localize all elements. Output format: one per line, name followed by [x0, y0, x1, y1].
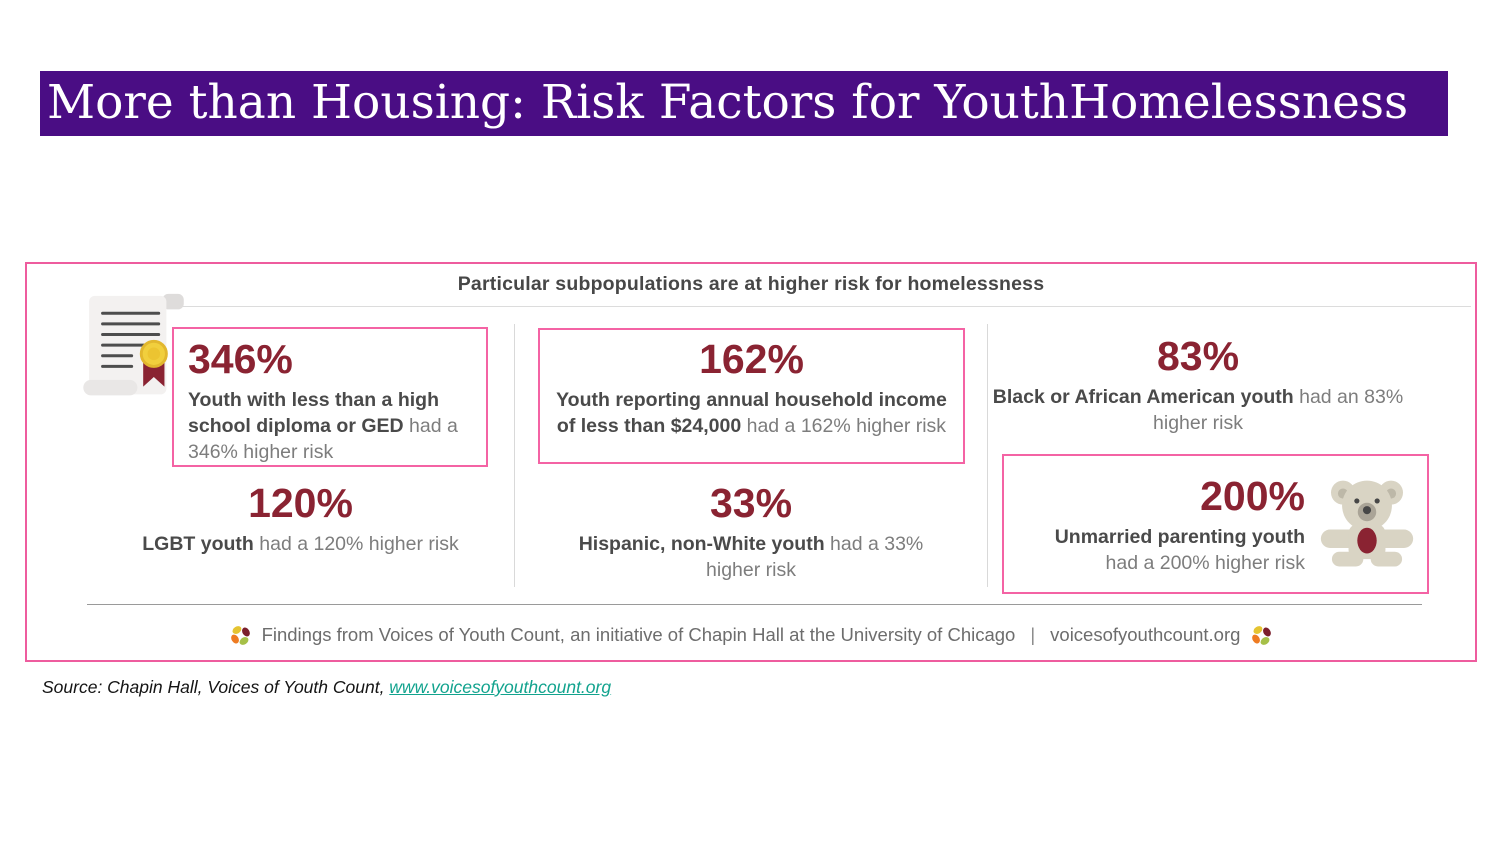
stat-description: Black or African American youth had an 8…: [968, 384, 1428, 436]
stat-value: 162%: [699, 336, 804, 382]
source-line: Source: Chapin Hall, Voices of Youth Cou…: [42, 677, 611, 698]
stat-description-bold: Youth with less than a high school diplo…: [188, 389, 439, 437]
stat-value: 346%: [188, 336, 293, 382]
stat-description-bold: LGBT youth: [142, 533, 254, 555]
teddy-bear-icon: [1320, 480, 1414, 567]
footer-text: Findings from Voices of Youth Count, an …: [261, 624, 1016, 645]
stat-value: 200%: [1200, 473, 1305, 519]
stat-83-block: 83% Black or African American youth had …: [968, 332, 1428, 436]
stat-description-bold: Youth reporting annual household income …: [556, 389, 947, 437]
stat-description: Unmarried parenting youth had a 200% hig…: [1023, 524, 1305, 576]
stat-33-block: 33% Hispanic, non-White youth had a 33% …: [537, 479, 965, 583]
stat-description-bold: Hispanic, non-White youth: [578, 533, 825, 555]
stat-description-bold: Unmarried parenting youth: [1054, 526, 1305, 548]
clover-icon-right: [1252, 625, 1272, 645]
stat-value: 83%: [1156, 333, 1240, 379]
stat-description: LGBT youth had a 120% higher risk: [87, 531, 514, 557]
stat-description-rest: had a 162% higher risk: [741, 415, 947, 437]
stat-description-rest: had a 33% higher risk: [706, 533, 924, 581]
stat-value: 33%: [709, 480, 793, 526]
column-divider: [514, 324, 515, 587]
stat-120-block: 120% LGBT youth had a 120% higher risk: [87, 479, 514, 557]
infographic-panel: Particular subpopulations are at higher …: [25, 262, 1477, 662]
source-text: Source: Chapin Hall, Voices of Youth Cou…: [42, 677, 390, 697]
source-link[interactable]: www.voicesofyouthcount.org: [389, 677, 612, 697]
footer-divider: [87, 604, 1422, 605]
stat-description-rest: had a 346% higher risk: [188, 415, 458, 463]
clover-icon-left: [230, 625, 250, 645]
panel-heading: Particular subpopulations are at higher …: [457, 273, 1045, 295]
stat-description: Youth with less than a high school diplo…: [188, 387, 472, 465]
column-divider: [987, 324, 988, 587]
stat-346-box: 346% Youth with less than a high school …: [172, 327, 488, 467]
stat-description-bold: Black or African American youth: [992, 386, 1294, 408]
footer-separator: |: [1030, 624, 1036, 645]
stat-description-rest: had a 200% higher risk: [1105, 552, 1305, 574]
certificate-icon: [83, 293, 184, 396]
top-divider: [172, 306, 1471, 307]
stat-value: 120%: [248, 480, 353, 526]
stat-200-box: 200% Unmarried parenting youth had a 200…: [1002, 454, 1429, 594]
stat-162-box: 162% Youth reporting annual household in…: [538, 328, 965, 464]
stat-description-rest: had an 83% higher risk: [1153, 386, 1404, 434]
stat-description-rest: had a 120% higher risk: [253, 533, 459, 555]
stat-200-text: 200% Unmarried parenting youth had a 200…: [1023, 472, 1305, 576]
slide-title-banner: More than Housing: Risk Factors for Yout…: [40, 71, 1448, 136]
stat-description: Youth reporting annual household income …: [550, 387, 953, 439]
footer-site: voicesofyouthcount.org: [1050, 624, 1241, 645]
stat-description: Hispanic, non-White youth had a 33% high…: [551, 531, 951, 583]
panel-footer: Findings from Voices of Youth Count, an …: [27, 619, 1475, 651]
slide-title: More than Housing: Risk Factors for Yout…: [47, 75, 1409, 130]
